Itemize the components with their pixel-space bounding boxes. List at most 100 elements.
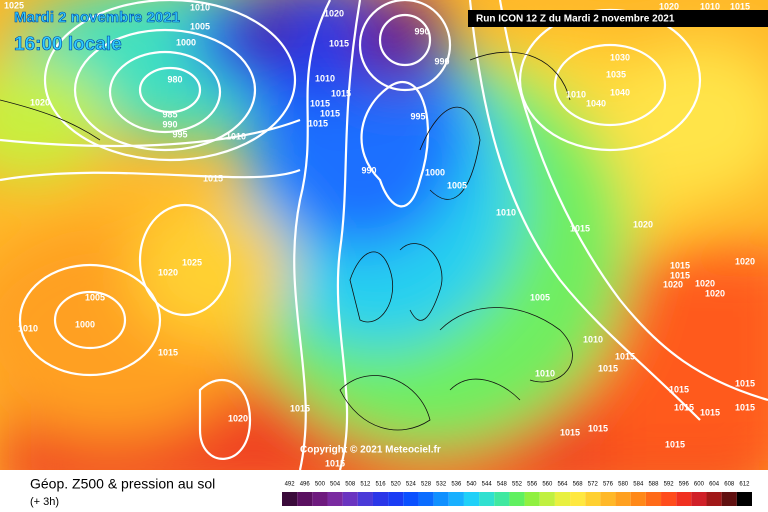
isobar-label: 1010 (566, 89, 586, 99)
scale-label: 564 (557, 482, 568, 488)
isobar-label: 1040 (610, 87, 630, 97)
isobar-label: 980 (167, 74, 182, 84)
isobar-label: 1010 (226, 131, 246, 141)
scale-label: 500 (315, 482, 326, 488)
scale-swatch (615, 492, 631, 506)
isobar-label: 995 (410, 111, 425, 121)
coastlines (0, 51, 573, 431)
isobar-label: 1015 (730, 1, 750, 11)
isobar-label: 1010 (583, 334, 603, 344)
scale-label: 576 (603, 482, 614, 488)
scale-swatch (433, 492, 449, 506)
isobar-label: 1025 (182, 257, 202, 267)
scale-label: 508 (345, 482, 356, 488)
isobar-label: 990 (162, 119, 177, 129)
scale-swatch (297, 492, 313, 506)
isobar-label: 1015 (310, 98, 330, 108)
scale-label: 528 (421, 482, 432, 488)
isobar-label: 1010 (700, 1, 720, 11)
isobar-label: 1015 (560, 427, 580, 437)
run-info: Run ICON 12 Z du Mardi 2 novembre 2021 (476, 14, 675, 25)
isobar-label: 1015 (735, 402, 755, 412)
isobar-label: 1020 (30, 97, 50, 107)
date: Mardi 2 novembre 2021 (14, 9, 180, 26)
isobar-label: 1015 (325, 458, 345, 468)
scale-swatch (418, 492, 434, 506)
isobar-label: 995 (172, 129, 187, 139)
isobar-label: 1015 (735, 378, 755, 388)
isobar-label: 990 (361, 165, 376, 175)
scale-swatch (479, 492, 495, 506)
isobar-label: 1020 (659, 1, 679, 11)
isobar-label: 1005 (530, 292, 550, 302)
scale-label: 608 (724, 482, 735, 488)
isobar-label: 1015 (203, 173, 223, 183)
isobar-label: 1015 (158, 347, 178, 357)
scale-swatch (282, 492, 298, 506)
scale-swatch (630, 492, 646, 506)
scale-label: 572 (588, 482, 599, 488)
isobar-label: 1025 (4, 0, 24, 10)
scale-label: 504 (330, 482, 341, 488)
scale-swatch (645, 492, 662, 506)
scale-label: 496 (300, 482, 311, 488)
isobar-label: 1015 (700, 407, 720, 417)
isobar-label: 1015 (320, 108, 340, 118)
scale-swatch (463, 492, 480, 506)
color-scale: 492 496 500 504 508 512 516 520 524 528 532 536 540 5… (282, 482, 752, 506)
isobar-label: 1035 (606, 69, 626, 79)
isobar-label: 1000 (425, 167, 445, 177)
isobar-label: 1015 (570, 223, 590, 233)
scale-swatch (357, 492, 373, 506)
isobar-label: 1015 (670, 260, 690, 270)
scale-swatch (312, 492, 328, 506)
scale-swatch (585, 492, 601, 506)
scale-label: 552 (512, 482, 523, 488)
field (0, 0, 768, 470)
isobar-label: 1020 (633, 219, 653, 229)
isobar-label: 1015 (674, 402, 694, 412)
legend-subtitle: (+ 3h) (30, 496, 59, 508)
scale-swatch (539, 492, 555, 506)
scale-label: 556 (527, 482, 538, 488)
isobar-label: 1020 (735, 256, 755, 266)
isobar-label: 1030 (610, 52, 630, 62)
isobar-label: 1005 (190, 21, 210, 31)
isobar-label: 1010 (18, 323, 38, 333)
isobar-label: 1005 (447, 180, 467, 190)
isobar-label: 1020 (228, 413, 248, 423)
scale-label: 532 (436, 482, 447, 488)
isobar-label: 1020 (695, 278, 715, 288)
isobar-label: 1015 (588, 423, 608, 433)
isobar-label: 1000 (176, 37, 196, 47)
scale-swatch (388, 492, 404, 506)
scale-label: 520 (391, 482, 402, 488)
isobar-label: 1015 (665, 439, 685, 449)
scale-swatch (706, 492, 722, 506)
isobar-label: 990 (414, 26, 429, 36)
scale-label: 600 (694, 482, 705, 488)
scale-swatch (721, 492, 737, 506)
scale-swatch (372, 492, 389, 506)
scale-label: 512 (360, 482, 371, 488)
isobar-label: 1015 (670, 270, 690, 280)
scale-swatch (342, 492, 358, 506)
isobar-label: 1010 (190, 2, 210, 12)
isobar-label: 1020 (663, 279, 683, 289)
copyright: Copyright © 2021 Meteociel.fr (300, 445, 441, 456)
scale-label: 524 (406, 482, 417, 488)
isobar-label: 1020 (158, 267, 178, 277)
isobar-label: 1010 (315, 73, 335, 83)
isobar-labels: 1025 101010051000980985990995102010151010… (4, 0, 755, 468)
scale-label: 568 (573, 482, 584, 488)
isobar-label: 1010 (496, 207, 516, 217)
scale-label: 584 (633, 482, 644, 488)
scale-label: 544 (482, 482, 493, 488)
isobar-label: 1020 (705, 288, 725, 298)
isobar-label: 1015 (598, 363, 618, 373)
isobar-label: 1015 (669, 384, 689, 394)
scale-swatch (327, 492, 343, 506)
isobar-label: 1000 (75, 319, 95, 329)
isobar-label: 1015 (308, 118, 328, 128)
scale-swatch (494, 492, 510, 506)
